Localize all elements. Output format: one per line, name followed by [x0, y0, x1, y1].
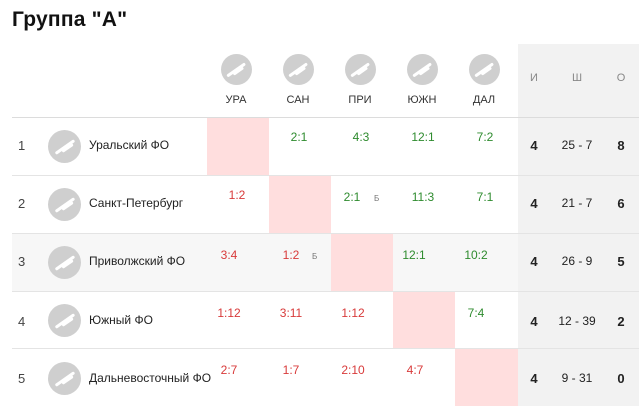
diagonal-cell — [455, 349, 518, 406]
column-abbr: УРА — [225, 94, 247, 106]
diagonal-cell — [269, 176, 331, 233]
column-header-yuzh[interactable]: ЮЖН — [392, 54, 452, 106]
column-header-ura[interactable]: УРА — [206, 54, 266, 106]
team-logo-icon — [468, 54, 500, 85]
column-header-dal[interactable]: ДАЛ — [454, 54, 514, 106]
column-header-pri[interactable]: ПРИ — [330, 54, 390, 106]
goals-header: Ш — [571, 72, 583, 84]
match-score[interactable]: 7:2 — [476, 130, 494, 144]
divider — [12, 175, 639, 176]
team-name[interactable]: Санкт-Петербург — [89, 196, 184, 210]
team-logo-icon — [48, 304, 81, 337]
divider — [12, 348, 639, 349]
team-logo-icon — [48, 130, 81, 163]
column-abbr: ЮЖН — [407, 94, 437, 106]
diagonal-cell — [393, 292, 455, 348]
match-score[interactable]: 2:1 — [290, 130, 308, 144]
goals-ratio: 9 - 31 — [561, 371, 593, 385]
divider — [12, 117, 639, 118]
team-name[interactable]: Приволжский ФО — [89, 254, 186, 268]
match-score[interactable]: 1:12 — [341, 306, 365, 320]
games-header: И — [530, 72, 538, 84]
match-score[interactable]: 12:1 — [411, 130, 435, 144]
match-score[interactable]: 7:1 — [476, 190, 494, 204]
bullitt-mark: Б — [312, 252, 318, 261]
team-logo-icon — [48, 246, 81, 279]
column-abbr: ДАЛ — [472, 94, 496, 106]
match-score[interactable]: 1:7 — [282, 363, 300, 377]
diagonal-cell — [207, 118, 269, 175]
match-score[interactable]: 4:3 — [352, 130, 370, 144]
match-score[interactable]: 2:1 — [343, 190, 361, 204]
points-header: О — [616, 72, 626, 84]
match-score[interactable]: 1:2 — [282, 248, 300, 262]
team-logo-icon — [344, 54, 376, 85]
goals-ratio: 26 - 9 — [561, 254, 593, 268]
position-number: 2 — [18, 196, 26, 211]
match-score[interactable]: 10:2 — [464, 248, 488, 262]
match-score[interactable]: 2:10 — [341, 363, 365, 377]
points: 0 — [617, 371, 625, 386]
match-score[interactable]: 3:4 — [220, 248, 238, 262]
team-name[interactable]: Уральский ФО — [89, 138, 170, 152]
goals-ratio: 21 - 7 — [561, 196, 593, 210]
match-score[interactable]: 11:3 — [411, 190, 435, 204]
stats-column-background — [518, 44, 639, 406]
position-number: 1 — [18, 138, 26, 153]
bullitt-mark: Б — [374, 194, 380, 203]
column-abbr: САН — [286, 94, 310, 106]
match-score[interactable]: 2:7 — [220, 363, 238, 377]
games-played: 4 — [530, 314, 538, 329]
team-logo-icon — [220, 54, 252, 85]
points: 2 — [617, 314, 625, 329]
position-number: 5 — [18, 371, 26, 386]
match-score[interactable]: 1:2 — [228, 188, 246, 202]
games-played: 4 — [530, 371, 538, 386]
page-title: Группа "А" — [12, 8, 128, 31]
highlighted-row-background — [12, 234, 518, 291]
position-number: 3 — [18, 254, 26, 269]
divider — [12, 233, 639, 234]
games-played: 4 — [530, 138, 538, 153]
goals-ratio: 12 - 39 — [558, 314, 596, 328]
games-played: 4 — [530, 196, 538, 211]
match-score[interactable]: 12:1 — [402, 248, 426, 262]
column-header-san[interactable]: САН — [268, 54, 328, 106]
points: 5 — [617, 254, 625, 269]
team-logo-icon — [48, 188, 81, 221]
team-name[interactable]: Дальневосточный ФО — [89, 371, 212, 385]
points: 6 — [617, 196, 625, 211]
goals-ratio: 25 - 7 — [561, 138, 593, 152]
team-name[interactable]: Южный ФО — [89, 313, 153, 327]
match-score[interactable]: 4:7 — [406, 363, 424, 377]
team-logo-icon — [48, 362, 81, 395]
position-number: 4 — [18, 314, 26, 329]
team-logo-icon — [406, 54, 438, 85]
match-score[interactable]: 3:11 — [279, 306, 303, 320]
diagonal-cell — [331, 234, 393, 291]
match-score[interactable]: 1:12 — [217, 306, 241, 320]
divider — [12, 291, 639, 292]
games-played: 4 — [530, 254, 538, 269]
match-score[interactable]: 7:4 — [467, 306, 485, 320]
points: 8 — [617, 138, 625, 153]
standings-table: УРА САН ПРИ ЮЖН ДАЛ И Ш О 1 Уральский ФО… — [12, 44, 639, 412]
column-abbr: ПРИ — [348, 94, 372, 106]
team-logo-icon — [282, 54, 314, 85]
